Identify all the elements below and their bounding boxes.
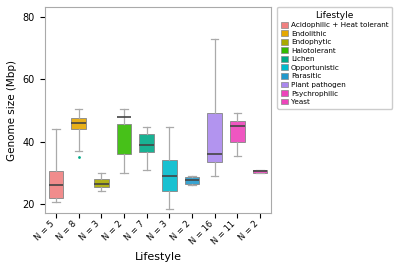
PathPatch shape: [94, 179, 109, 187]
PathPatch shape: [48, 171, 63, 198]
PathPatch shape: [253, 169, 268, 173]
PathPatch shape: [230, 121, 245, 141]
Legend: Acidophilic + Heat tolerant, Endolithic, Endophytic, Halotolerant, Lichen, Oppor: Acidophilic + Heat tolerant, Endolithic,…: [277, 7, 392, 109]
PathPatch shape: [117, 124, 131, 154]
PathPatch shape: [71, 118, 86, 129]
X-axis label: Lifestyle: Lifestyle: [134, 252, 182, 262]
PathPatch shape: [185, 177, 199, 183]
PathPatch shape: [207, 114, 222, 162]
PathPatch shape: [139, 134, 154, 153]
Y-axis label: Genome size (Mbp): Genome size (Mbp): [7, 60, 17, 161]
PathPatch shape: [162, 160, 177, 191]
